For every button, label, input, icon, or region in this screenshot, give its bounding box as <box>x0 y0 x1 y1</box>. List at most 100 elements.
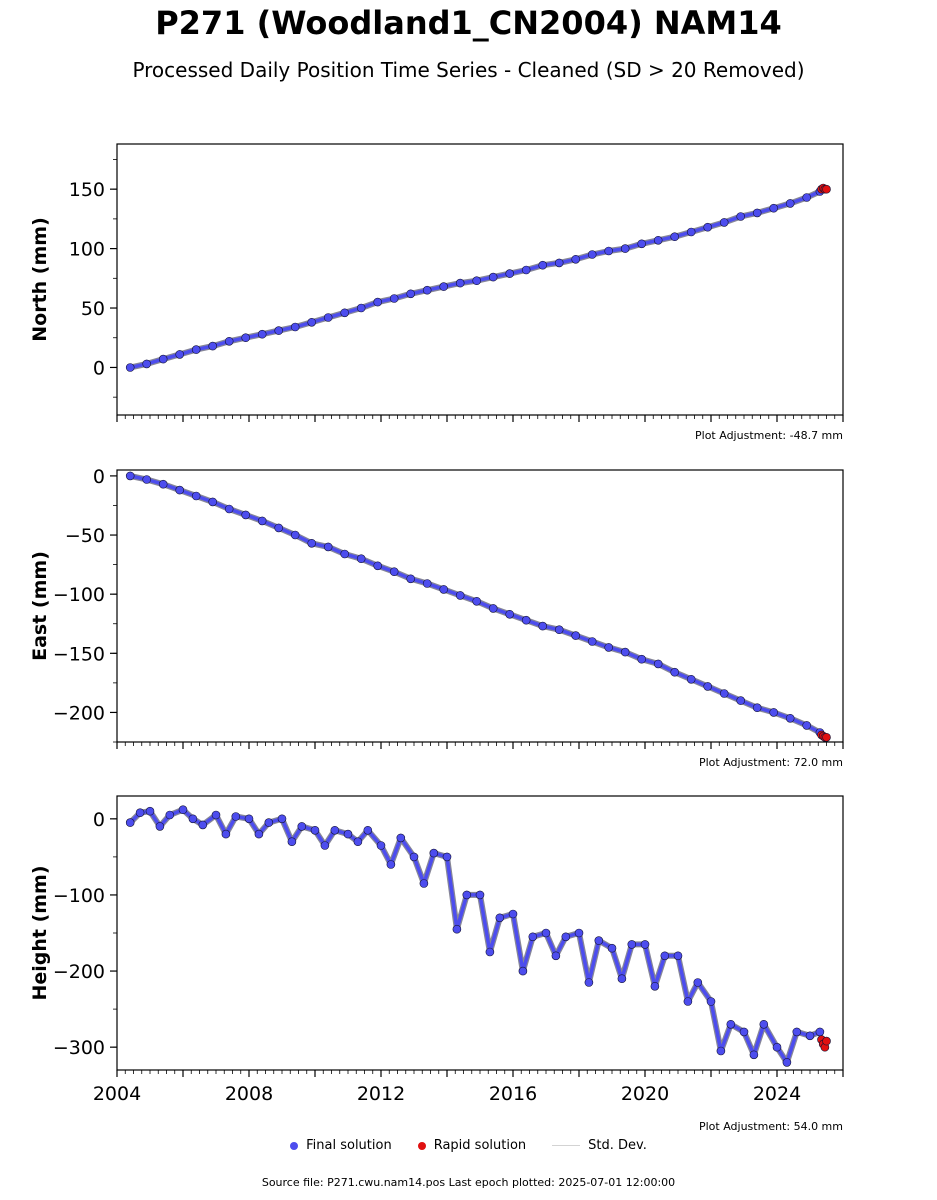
height-final-point <box>541 928 551 938</box>
north-final-point <box>422 285 432 295</box>
north-final-point <box>307 317 317 327</box>
figure-subtitle: Processed Daily Position Time Series - C… <box>132 58 805 82</box>
x-tick-label: 2016 <box>489 1083 537 1105</box>
height-final-point <box>376 841 386 850</box>
height-final-point <box>607 943 617 953</box>
north-final-point <box>785 199 795 208</box>
east-final-point <box>323 542 333 552</box>
north-final-point <box>323 313 333 322</box>
height-final-point <box>330 825 340 835</box>
north-final-point <box>290 322 300 332</box>
east-final-point <box>736 696 746 705</box>
east-final-point <box>340 549 350 559</box>
east-final-point <box>554 625 564 635</box>
legend: Final solution Rapid solution Std. Dev. <box>0 1138 937 1153</box>
east-y-tick-label: −200 <box>53 702 105 724</box>
height-final-point <box>244 814 254 824</box>
east-rapid-point <box>822 732 831 742</box>
height-final-point <box>409 852 419 862</box>
east-final-point <box>389 567 399 577</box>
height-final-point <box>706 997 716 1006</box>
legend-final: Final solution <box>290 1138 392 1153</box>
east-y-tick-label: −50 <box>65 525 105 547</box>
north-final-point <box>637 239 647 249</box>
height-final-point <box>683 997 693 1006</box>
north-final-point <box>455 278 465 288</box>
height-final-point <box>759 1020 769 1029</box>
east-final-point <box>142 475 151 484</box>
height-final-point <box>145 806 155 816</box>
height-final-point <box>419 879 429 888</box>
height-final-point <box>805 1031 815 1041</box>
east-final-point <box>455 591 465 600</box>
north-final-point <box>752 208 762 218</box>
height-final-point <box>363 825 373 835</box>
height-y-tick-label: −200 <box>53 961 105 983</box>
north-final-point <box>340 308 350 318</box>
east-final-point <box>637 654 647 664</box>
east-final-point <box>505 609 515 619</box>
height-final-point <box>264 818 274 827</box>
north-y-tick-label: 50 <box>81 298 105 320</box>
height-final-point <box>188 814 198 824</box>
north-final-point <box>670 232 680 241</box>
east-final-point <box>422 579 432 588</box>
east-final-point <box>307 538 317 548</box>
east-final-point <box>587 637 597 646</box>
east-final-point <box>785 713 795 723</box>
north-y-tick-label: 150 <box>69 179 105 201</box>
height-final-point <box>508 909 518 919</box>
legend-std-label: Std. Dev. <box>588 1138 647 1153</box>
x-tick-label: 2024 <box>753 1083 801 1105</box>
height-y-axis-label: Height (mm) <box>29 865 51 1000</box>
north-final-point <box>488 272 498 282</box>
north-final-point <box>175 350 184 359</box>
height-final-point <box>528 932 538 942</box>
x-tick-label: 2008 <box>225 1083 273 1105</box>
height-final-point <box>640 940 650 949</box>
north-final-point <box>521 265 531 275</box>
east-final-point <box>125 471 135 481</box>
north-final-point <box>158 354 168 364</box>
north-y-tick-label: 0 <box>93 357 105 379</box>
east-plot-adjustment: Plot Adjustment: 72.0 mm <box>699 756 843 769</box>
north-final-point <box>587 250 597 259</box>
north-final-point <box>208 341 217 351</box>
east-final-point <box>769 708 779 717</box>
height-final-point <box>211 810 221 820</box>
east-final-point <box>802 721 812 730</box>
height-final-point <box>772 1042 782 1052</box>
north-final-point <box>620 244 630 253</box>
legend-rapid-label: Rapid solution <box>433 1138 527 1153</box>
north-final-point <box>554 258 564 268</box>
height-rapid-point <box>822 1036 831 1046</box>
height-final-point <box>782 1058 792 1067</box>
height-final-point <box>287 837 297 847</box>
east-final-point <box>686 674 696 684</box>
east-final-point <box>472 596 482 606</box>
figure-title: P271 (Woodland1_CN2004) NAM14 <box>155 4 782 42</box>
x-tick-label: 2012 <box>357 1083 405 1105</box>
height-final-point <box>660 951 670 961</box>
height-final-point <box>320 841 330 850</box>
east-final-point <box>175 485 184 495</box>
east-final-point <box>373 561 383 571</box>
east-final-point <box>406 574 416 584</box>
height-final-point <box>561 932 571 942</box>
north-final-point <box>719 218 729 227</box>
east-final-point <box>274 523 284 533</box>
height-final-point <box>297 822 307 831</box>
north-final-point <box>356 303 366 313</box>
north-final-point <box>653 236 663 245</box>
height-y-tick-label: −100 <box>53 885 105 907</box>
legend-rapid: Rapid solution <box>417 1138 527 1153</box>
height-final-point <box>277 814 287 824</box>
height-final-point <box>442 852 452 862</box>
north-plot-adjustment: Plot Adjustment: -48.7 mm <box>695 429 843 442</box>
height-final-point <box>673 951 683 961</box>
east-final-point <box>290 530 300 540</box>
north-final-point <box>373 297 383 307</box>
legend-std-line <box>552 1145 581 1146</box>
east-final-point <box>620 647 630 657</box>
north-final-point <box>571 254 581 264</box>
